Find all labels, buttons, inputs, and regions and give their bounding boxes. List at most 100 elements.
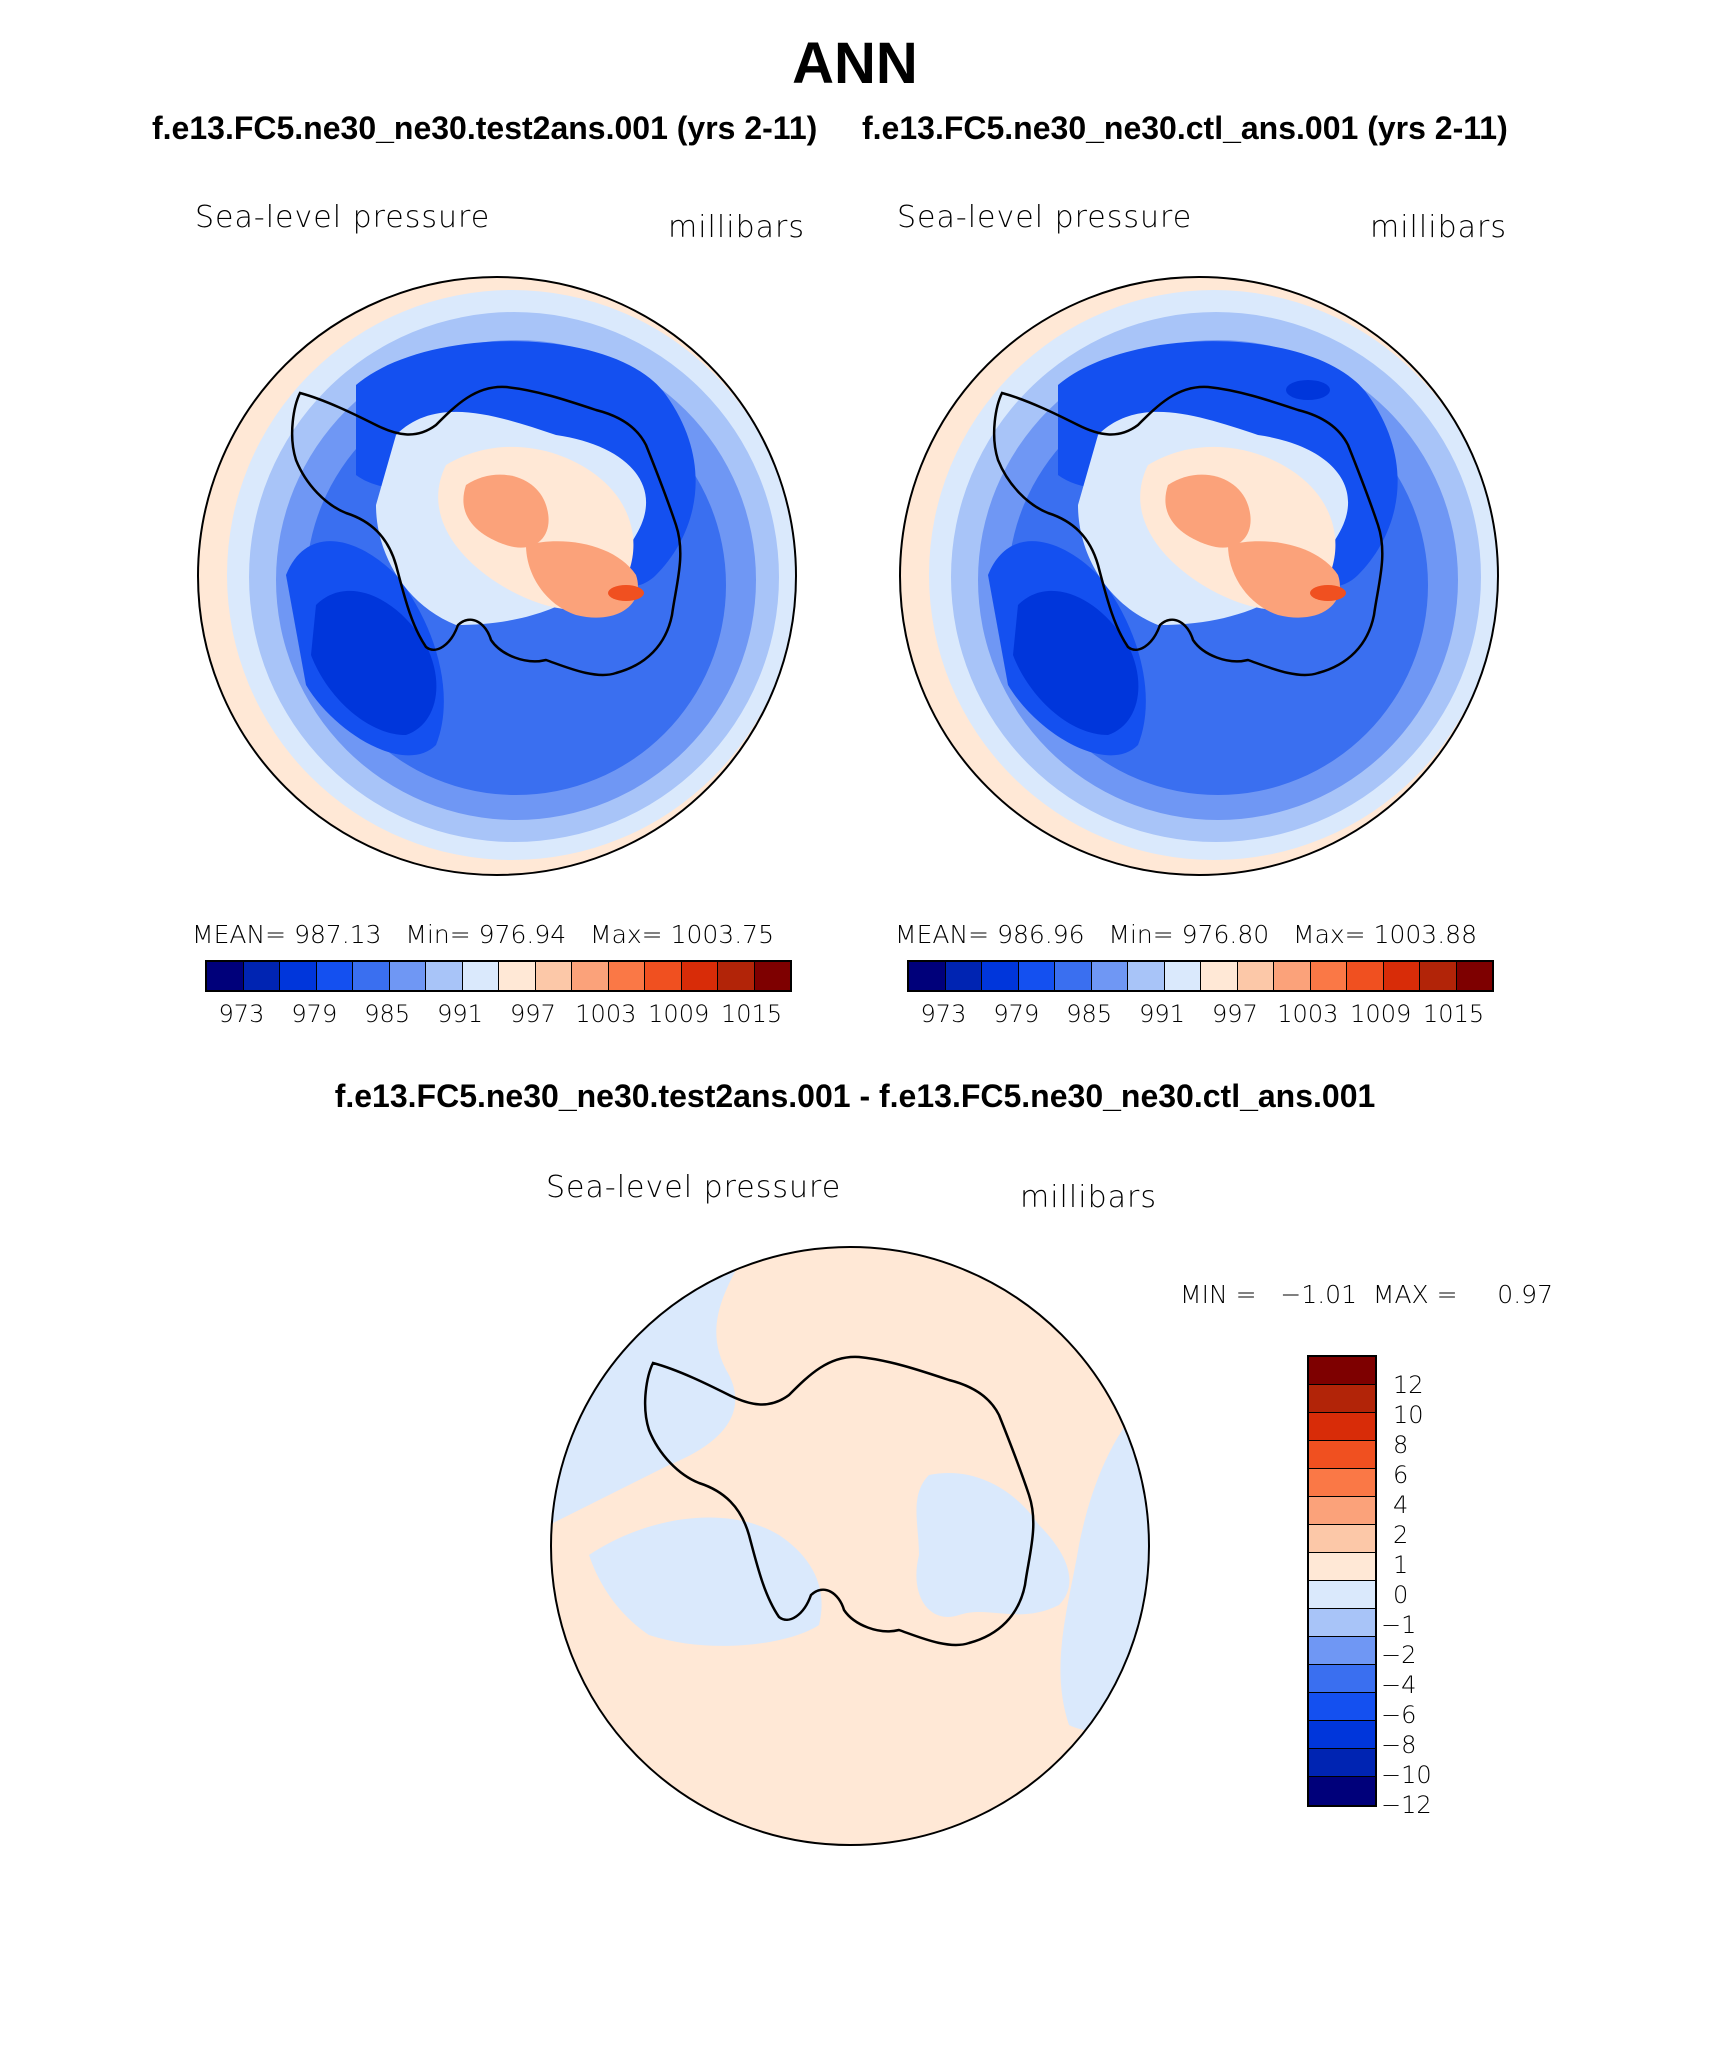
diff-colorbar-tick-label: −8 — [1381, 1731, 1417, 1759]
left-colorbar-tick-label: 973 — [218, 1000, 265, 1028]
diff-colorbar-swatch — [1309, 1777, 1375, 1805]
right-variable-label: Sea-level pressure — [897, 200, 1193, 235]
left-variable-label: Sea-level pressure — [195, 200, 491, 235]
diff-colorbar-swatch — [1309, 1413, 1375, 1441]
figure-title: ANN — [792, 31, 918, 96]
diff-colorbar-swatch — [1309, 1665, 1375, 1693]
left-colorbar-tick-label: 997 — [510, 1000, 556, 1028]
right-colorbar-swatch — [1274, 962, 1311, 990]
left-colorbar-swatch — [499, 962, 536, 990]
diff-colorbar-tick-label: −12 — [1381, 1791, 1432, 1819]
left-colorbar-tick-label: 979 — [291, 1000, 338, 1028]
left-colorbar-swatch — [353, 962, 390, 990]
right-colorbar-swatch — [982, 962, 1019, 990]
diff-colorbar-swatch — [1309, 1497, 1375, 1525]
left-colorbar-tick-label: 1015 — [721, 1000, 783, 1028]
right-colorbar-tick-label: 997 — [1212, 1000, 1258, 1028]
diff-colorbar-tick-label: −6 — [1381, 1701, 1417, 1729]
left-colorbar-swatch — [462, 962, 499, 990]
right-colorbar-tick-label: 1015 — [1423, 1000, 1485, 1028]
left-colorbar-swatch — [535, 962, 572, 990]
right-coastline — [992, 385, 1384, 677]
left-high-core — [608, 585, 644, 601]
right-colorbar-tick-label: 973 — [920, 1000, 967, 1028]
diff-colorbar-tick-label: 0 — [1393, 1581, 1409, 1609]
diff-negative-east — [916, 1473, 1070, 1617]
diff-colorbar-swatch — [1309, 1469, 1375, 1497]
right-high-core — [1310, 585, 1346, 601]
right-high-1003-b — [1228, 541, 1340, 618]
right-colorbar-swatch — [1456, 962, 1492, 990]
right-colorbar-swatch — [1383, 962, 1420, 990]
right-colorbar-swatch — [1164, 962, 1201, 990]
diff-colorbar-swatch — [1309, 1441, 1375, 1469]
left-min-label: Min= — [405, 920, 471, 949]
right-low-spot — [1286, 380, 1330, 400]
left-map-border — [197, 276, 797, 876]
diff-colorbar-tick-label: 10 — [1393, 1401, 1424, 1429]
left-colorbar-swatch — [280, 962, 317, 990]
diff-colorbar-swatch — [1309, 1553, 1375, 1581]
left-case-title: f.e13.FC5.ne30_ne30.test2ans.001 (yrs 2-… — [152, 110, 818, 146]
right-colorbar-tick-label: 1009 — [1350, 1000, 1412, 1028]
left-colorbar-tick-label: 985 — [364, 1000, 411, 1028]
diff-variable-label: Sea-level pressure — [546, 1170, 842, 1205]
diff-colorbar-tick-label: −4 — [1381, 1671, 1417, 1699]
left-colorbar — [205, 960, 792, 992]
right-case-title: f.e13.FC5.ne30_ne30.ctl_ans.001 (yrs 2-1… — [862, 110, 1508, 146]
right-colorbar-swatch — [1055, 962, 1092, 990]
diff-colorbar-swatch — [1309, 1609, 1375, 1637]
right-max-label: Max= — [1293, 920, 1366, 949]
right-min-label: Min= — [1108, 920, 1174, 949]
right-colorbar-tick-label: 1003 — [1277, 1000, 1339, 1028]
right-units-label: millibars — [1370, 210, 1507, 245]
diff-negative-far-east — [1060, 1395, 1149, 1731]
diff-colorbar-tick-label: −10 — [1381, 1761, 1432, 1789]
diff-colorbar-tick-label: 4 — [1393, 1491, 1409, 1519]
right-map-border — [899, 276, 1499, 876]
left-min-value: 976.94 — [478, 920, 567, 949]
right-colorbar-swatch — [1237, 962, 1274, 990]
right-polar-map — [899, 276, 1499, 876]
left-colorbar-swatch — [754, 962, 790, 990]
left-colorbar-swatch — [718, 962, 755, 990]
right-colorbar-swatch — [1128, 962, 1165, 990]
left-colorbar-swatch — [426, 962, 463, 990]
right-max-value: 1003.88 — [1373, 920, 1477, 949]
diff-negative-west — [589, 1517, 822, 1646]
left-colorbar-tick-label: 1003 — [575, 1000, 637, 1028]
left-colorbar-tick-label: 1009 — [648, 1000, 710, 1028]
right-colorbar-swatch — [1201, 962, 1238, 990]
right-low-ross-core — [1013, 590, 1139, 735]
left-colorbar-swatch — [207, 962, 244, 990]
left-colorbar-swatch — [572, 962, 609, 990]
left-max-label: Max= — [590, 920, 663, 949]
diff-min-max: MIN = −1.01 MAX = 0.97 — [1180, 1280, 1553, 1309]
left-colorbar-swatch — [389, 962, 426, 990]
diff-colorbar-ticks: 12 10 8 6 4 2 1 0 −1 −2 −4 −6 −8 −10 −12 — [1381, 1355, 1473, 1825]
left-polar-map — [197, 276, 797, 876]
diff-colorbar-swatch — [1309, 1749, 1375, 1777]
diff-colorbar-swatch — [1309, 1721, 1375, 1749]
right-min-value: 976.80 — [1181, 920, 1270, 949]
left-mean-label: MEAN= — [192, 920, 287, 949]
right-colorbar-swatch — [1310, 962, 1347, 990]
left-colorbar-swatch — [608, 962, 645, 990]
right-mean-label: MEAN= — [895, 920, 990, 949]
right-colorbar-ticks: 973 979 985 991 997 1003 1009 1015 — [907, 1000, 1494, 1030]
diff-colorbar-tick-label: −2 — [1381, 1641, 1417, 1669]
left-mean-value: 987.13 — [294, 920, 382, 949]
diff-colorbar-swatch — [1309, 1357, 1375, 1385]
diff-colorbar-tick-label: 1 — [1393, 1551, 1409, 1579]
diff-colorbar — [1307, 1355, 1377, 1807]
diff-polar-map — [550, 1246, 1150, 1846]
diff-colorbar-tick-label: 2 — [1393, 1521, 1409, 1549]
left-units-label: millibars — [668, 210, 805, 245]
left-high-1003-a — [463, 474, 549, 548]
diff-colorbar-tick-label: 12 — [1393, 1371, 1424, 1399]
right-colorbar-swatch — [1091, 962, 1128, 990]
right-colorbar-swatch — [909, 962, 946, 990]
left-colorbar-swatch — [645, 962, 682, 990]
left-colorbar-tick-label: 991 — [437, 1000, 483, 1028]
left-low-ross-core — [311, 590, 437, 735]
